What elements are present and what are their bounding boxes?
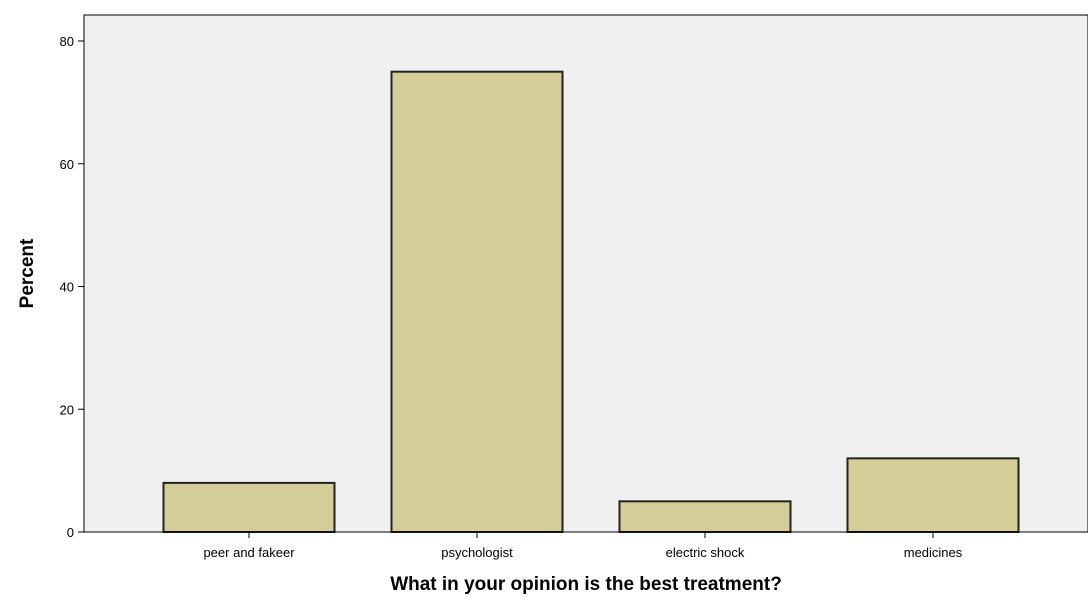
y-tick-label: 40 [60, 280, 74, 295]
x-tick-label: electric shock [666, 545, 745, 560]
bar-electric-shock [618, 500, 792, 533]
bars [162, 70, 1020, 534]
y-axis: 0 20 40 60 80 [60, 15, 85, 540]
y-axis-title: Percent [17, 238, 38, 308]
x-axis-title: What in your opinion is the best treatme… [390, 574, 782, 595]
y-tick-label: 20 [60, 402, 74, 417]
x-tick-label: psychologist [441, 545, 513, 560]
y-tick-label: 60 [60, 157, 74, 172]
y-tick-label: 0 [67, 525, 74, 540]
bar-psychologist [390, 70, 564, 533]
x-tick-label: medicines [904, 545, 963, 560]
bar-medicines [846, 457, 1020, 534]
x-tick-label: peer and fakeer [203, 545, 295, 560]
x-axis: peer and fakeer psychologist electric shoc… [84, 531, 1088, 560]
plot-area [83, 14, 1088, 533]
y-tick-label: 80 [60, 34, 74, 49]
bar-peer-and-fakeer [162, 481, 336, 533]
